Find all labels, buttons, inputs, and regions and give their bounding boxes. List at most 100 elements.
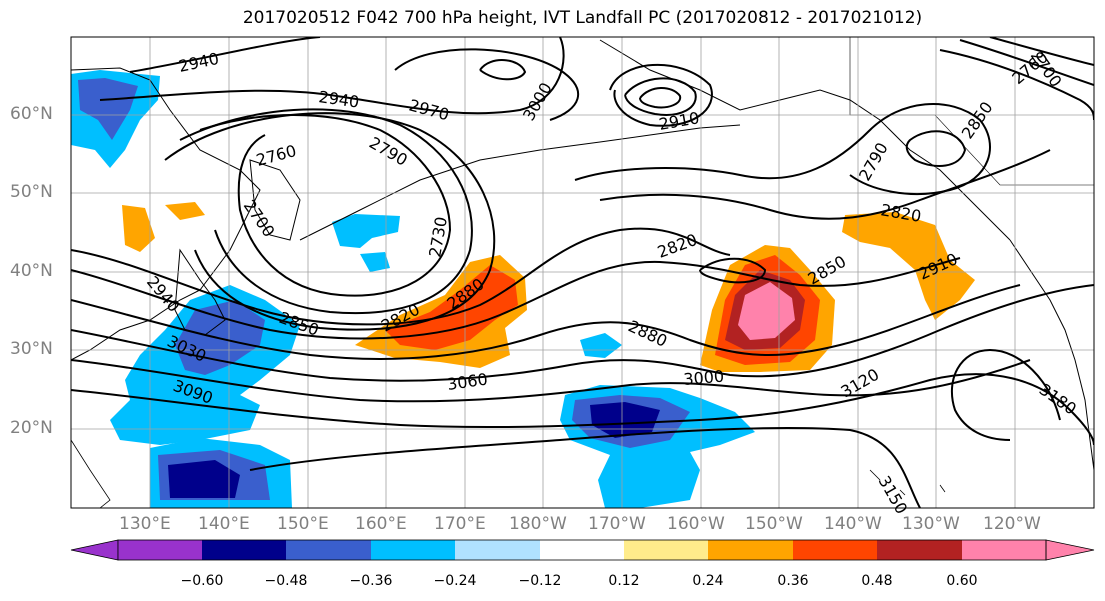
shade-patch-sea-of-japan: [122, 205, 155, 252]
colorbar-frame: [117, 539, 1047, 561]
shade-patch-hokkaido: [165, 202, 205, 220]
lon-tick-label: 170°W: [588, 514, 646, 534]
colorbar-extend-max: [1045, 539, 1095, 561]
colorbar-segment: [962, 540, 1046, 560]
contour-x: [699, 257, 767, 284]
shade-patch-kamchatka: [332, 214, 400, 248]
contour-d: [179, 108, 473, 315]
lon-tick-label: 140°W: [824, 514, 882, 534]
alaska-coast: [599, 39, 1011, 241]
contour-f: [71, 227, 731, 326]
contour-w: [989, 37, 1094, 66]
shade-patch-small: [580, 333, 622, 358]
lon-tick-label: 150°E: [277, 514, 329, 534]
lon-tick-label: 120°W: [983, 514, 1041, 534]
contour-r: [574, 103, 991, 196]
colorbar-segment: [540, 540, 624, 560]
colorbar-tick-label: 0.12: [608, 573, 640, 589]
lon-tick-label: 140°E: [198, 514, 250, 534]
colorbar-tick-label: −0.12: [518, 573, 562, 589]
contour-label: 3060: [446, 369, 489, 393]
contour-a: [129, 37, 321, 73]
contour-label: 2910: [657, 108, 700, 134]
colorbar-segment: [118, 540, 202, 560]
na-coast: [1009, 239, 1094, 471]
contour-label: 2850: [958, 98, 997, 142]
contour-j: [71, 359, 1031, 403]
colorbar-tick-label: −0.48: [264, 573, 308, 589]
hawaii: [869, 469, 946, 496]
colorbar-segment: [455, 540, 540, 560]
colorbar-extend-min: [70, 539, 119, 561]
japan-coast: [174, 248, 226, 336]
shade-patch-mid-pac-core: [385, 265, 518, 350]
contour-m: [394, 48, 580, 121]
contour-y: [950, 348, 1061, 441]
contour-t: [905, 130, 967, 167]
contour-label: 2730: [425, 215, 451, 258]
lon-tick-label: 170°E: [434, 514, 486, 534]
shade-patch-south-w-core: [168, 460, 240, 498]
lon-tick-label: 160°W: [667, 514, 725, 534]
colorbar-segment: [877, 540, 962, 560]
colorbar-segment: [202, 540, 286, 560]
shade-patch-nw-inner: [78, 78, 138, 140]
colorbar-tick-label: −0.60: [180, 573, 224, 589]
lon-tick-label: 130°W: [902, 514, 960, 534]
height-contours: [71, 37, 1094, 508]
coastlines: [71, 37, 1094, 508]
lat-tick-label: 30°N: [10, 339, 53, 359]
contour-e: [164, 112, 496, 331]
contour-o: [624, 77, 697, 116]
colorbar-segment: [371, 540, 455, 560]
contour-b: [99, 37, 565, 115]
contour-label: 2760: [254, 141, 298, 170]
lat-tick-label: 50°N: [10, 182, 53, 202]
lon-tick-label: 160°E: [355, 514, 407, 534]
contour-g: [71, 257, 961, 340]
contour-s: [599, 149, 1051, 220]
contour-n: [609, 64, 713, 127]
contour-i: [71, 284, 1094, 382]
colorbar-tick-label: 0.48: [861, 573, 893, 589]
lon-tick-label: 150°W: [745, 514, 803, 534]
contour-p: [639, 87, 682, 109]
colorbar-segment: [793, 540, 877, 560]
colorbar-tick-label: 0.36: [777, 573, 809, 589]
kamchatka-coast: [249, 159, 301, 241]
lat-tick-label: 20°N: [10, 418, 53, 438]
contour-label: 3000: [683, 367, 725, 389]
contour-label: 3150: [875, 473, 912, 518]
contour-label: 2790: [855, 139, 892, 184]
colorbar-tick-label: −0.24: [433, 573, 477, 589]
contour-c: [199, 114, 452, 297]
lon-tick-label: 180°W: [509, 514, 567, 534]
contour-l: [249, 427, 921, 508]
contour-label: 2970: [407, 96, 451, 125]
ph-islands: [71, 439, 111, 508]
contour-label: 2880: [625, 316, 670, 350]
shade-patch-coast: [842, 212, 975, 320]
shade-patch-east-pink: [738, 282, 795, 340]
colorbar-tick-label: −0.36: [349, 573, 393, 589]
lon-tick-label: 130°E: [119, 514, 171, 534]
lat-tick-label: 60°N: [10, 104, 53, 124]
colorbar-segment: [624, 540, 708, 560]
map-title: 2017020512 F042 700 hPa height, IVT Land…: [242, 8, 923, 28]
contour-label: 3000: [519, 79, 556, 124]
shade-patch-kamchatka-b: [360, 252, 390, 272]
contour-k: [71, 373, 1094, 446]
map-frame: [70, 36, 1095, 509]
contour-v: [959, 39, 1094, 86]
contour-label: 2820: [655, 230, 700, 262]
colorbar-segment: [286, 540, 371, 560]
contour-q: [479, 59, 527, 81]
lat-tick-label: 40°N: [10, 261, 53, 281]
contour-h: [71, 284, 1021, 360]
contour-label: 2790: [366, 133, 411, 170]
colorbar-tick-label: 0.60: [946, 573, 978, 589]
aleutian-chain: [299, 124, 741, 241]
contour-label: 2940: [177, 49, 221, 76]
contour-u: [939, 49, 1094, 121]
